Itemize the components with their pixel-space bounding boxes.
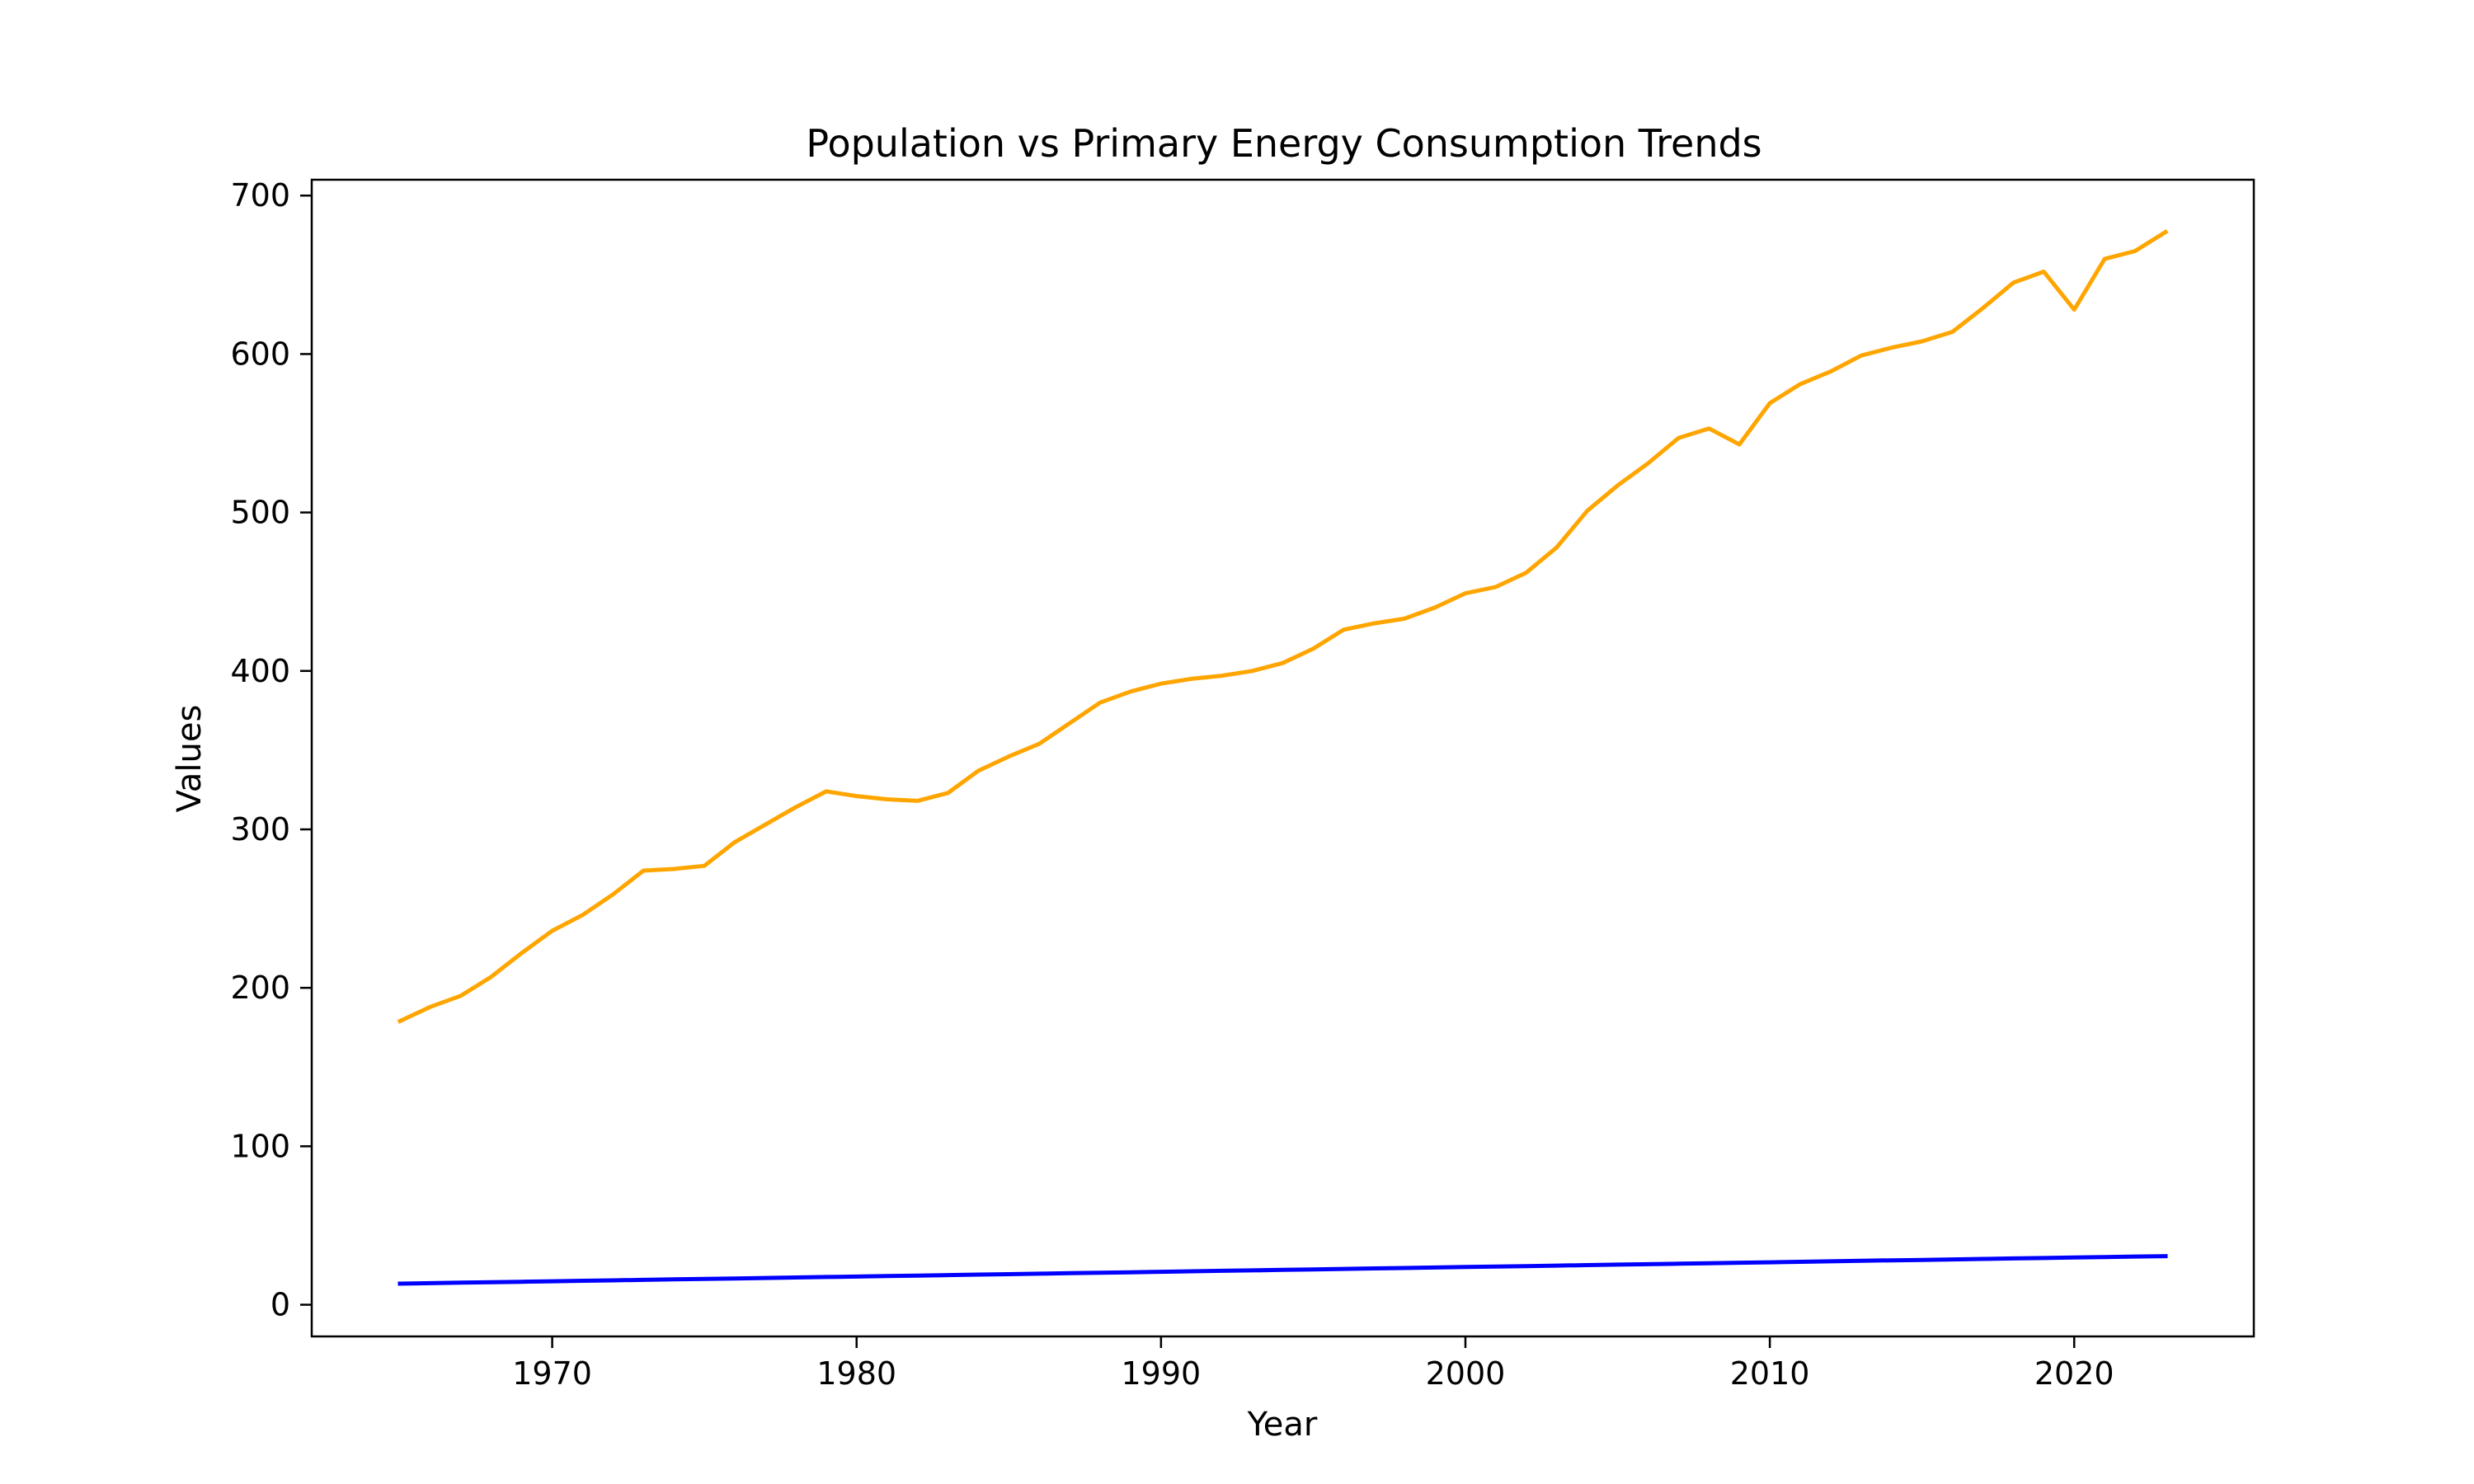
x-axis: 1970 1980 1990 2000 2010 2020 [512,1336,2114,1392]
series-line-1 [397,228,2169,1024]
y-tick-label: 0 [270,1287,290,1323]
y-tick-label: 100 [230,1128,290,1164]
x-axis-title: Year [1247,1406,1318,1444]
y-tick-label: 200 [230,970,290,1006]
chart-title: Population vs Primary Energy Consumption… [806,121,1761,166]
x-tick-label: 2010 [1730,1355,1810,1392]
x-tick-label: 1970 [512,1355,592,1392]
plot-frame [310,178,2255,1338]
y-tick-label: 600 [230,336,290,372]
y-tick-label: 500 [230,495,290,531]
x-tick-label: 2020 [2034,1355,2114,1392]
y-tick-label: 300 [230,811,290,848]
y-axis: 0 100 200 300 400 500 600 700 [230,177,312,1323]
y-axis-title: Values [171,705,209,813]
y-tick-label: 700 [230,177,290,214]
x-tick-label: 2000 [1426,1355,1506,1392]
y-tick-label: 400 [230,653,290,689]
series-line-2 [397,1254,2168,1286]
series-layer [397,228,2169,1286]
x-tick-label: 1990 [1121,1355,1201,1392]
x-tick-label: 1980 [816,1355,896,1392]
